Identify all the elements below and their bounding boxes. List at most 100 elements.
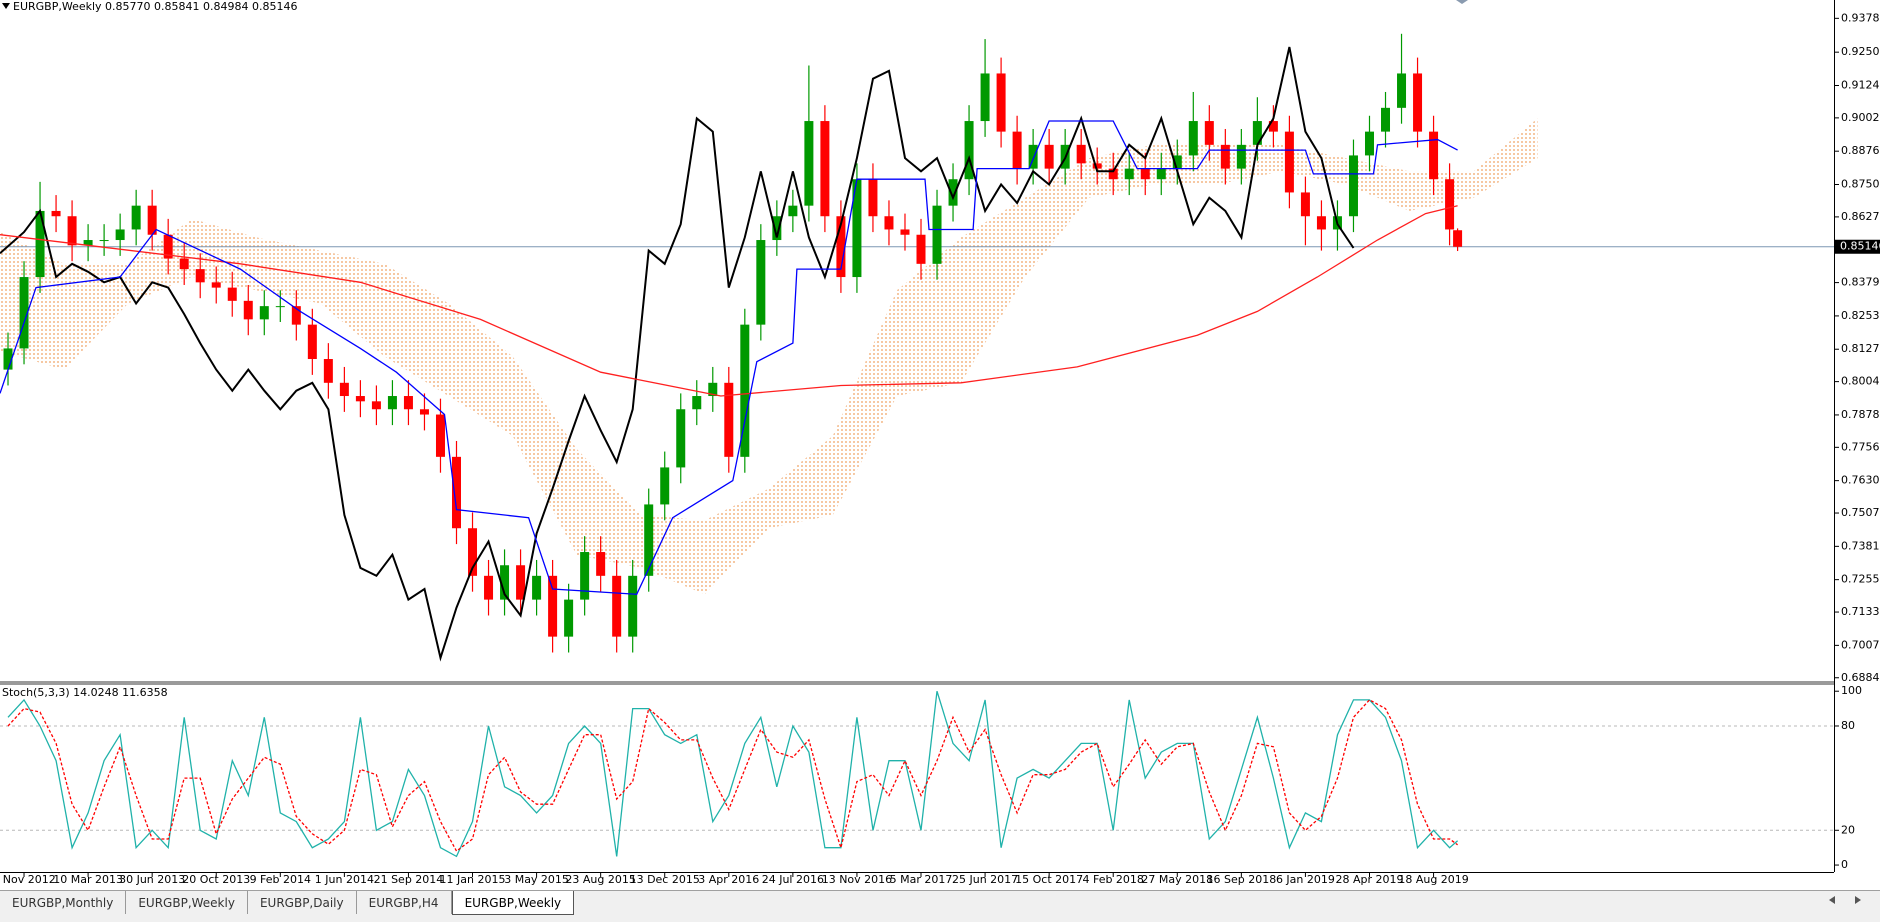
candle-body	[1220, 144, 1230, 169]
candle-body	[1316, 216, 1326, 230]
candle-body	[852, 179, 862, 278]
y-tick-label: 80	[1841, 719, 1855, 732]
candle-body	[339, 382, 349, 397]
candle-body	[403, 396, 413, 410]
candle-body	[419, 409, 429, 415]
candle-body	[1076, 144, 1086, 164]
candle-body	[1397, 73, 1407, 108]
candle-body	[548, 575, 558, 637]
tab[interactable]: EURGBP,Daily	[248, 891, 357, 914]
candle-body	[516, 565, 526, 600]
candle-body	[163, 234, 173, 259]
candle-body	[1348, 155, 1358, 217]
x-tick-label: 13 Dec 2015	[630, 873, 700, 886]
candle-body	[964, 121, 974, 180]
candle-body	[387, 396, 397, 410]
tab-bar: EURGBP,Monthly EURGBP,Weekly EURGBP,Daily E…	[0, 890, 1880, 922]
candle-body	[1108, 168, 1118, 180]
candle-body	[1172, 155, 1182, 169]
candle-body	[1044, 144, 1054, 169]
candle-body	[996, 73, 1006, 132]
main-panel	[0, 33, 1834, 662]
candle-body	[131, 205, 141, 230]
candle-body	[227, 287, 237, 301]
x-tick-label: 23 Aug 2015	[565, 873, 635, 886]
candle-body	[3, 348, 13, 370]
candle-body	[628, 575, 638, 637]
candle-body	[740, 324, 750, 457]
indicator-line	[0, 120, 1458, 595]
candle-body	[788, 205, 798, 217]
scroll-right[interactable]	[1854, 895, 1862, 905]
candle-body	[756, 240, 766, 325]
candle-body	[564, 599, 574, 637]
x-tick-label: 25 Jun 2017	[952, 873, 1018, 886]
candle-body	[836, 216, 846, 278]
candle-body	[243, 300, 253, 320]
main-title: EURGBP,Weekly 0.85770 0.85841 0.84984 0.…	[13, 0, 298, 13]
chart: EURGBP,Weekly 0.85770 0.85841 0.84984 0.…	[0, 0, 1880, 886]
tab[interactable]: EURGBP,Weekly	[451, 891, 575, 915]
x-tick-label: 3 May 2015	[504, 873, 569, 886]
candle-body	[1028, 144, 1038, 169]
candle-body	[1445, 179, 1455, 230]
candle-body	[724, 382, 734, 457]
candle-body	[580, 552, 590, 600]
y-tick-label: 0.78785	[1841, 408, 1880, 421]
candle-body	[1284, 131, 1294, 193]
candle-body	[307, 324, 317, 360]
marker	[1456, 0, 1468, 4]
candle-body	[99, 240, 109, 242]
candle-body	[1092, 163, 1102, 169]
candle-body	[1429, 131, 1439, 180]
candle-body	[484, 575, 494, 600]
candle-body	[900, 229, 910, 235]
candle-body	[772, 216, 782, 241]
candle-body	[147, 205, 157, 235]
candle-body	[51, 210, 61, 217]
candle-body	[916, 234, 926, 264]
x-tick-label: 27 May 2018	[1141, 873, 1213, 886]
stoch-title: Stoch(5,3,3) 14.0248 11.6358	[2, 686, 168, 699]
candle-body	[1204, 121, 1214, 145]
candle-body	[371, 401, 381, 410]
candle-body	[820, 121, 830, 217]
x-tick-label: 6 Jan 2019	[1276, 873, 1335, 886]
candle-body	[1364, 131, 1374, 156]
y-tick-label: 0.72555	[1841, 573, 1880, 586]
y-tick-label: 0.73815	[1841, 539, 1880, 552]
x-tick-label: 1 Jun 2014	[315, 873, 374, 886]
candle-body	[259, 306, 269, 320]
candle-body	[211, 282, 221, 288]
tab[interactable]: EURGBP,Monthly	[0, 891, 127, 914]
candle-body	[1453, 230, 1463, 247]
candle-body	[1124, 168, 1134, 180]
candle-body	[692, 396, 702, 410]
scroll-left[interactable]	[1828, 895, 1836, 905]
candle-body	[179, 258, 189, 270]
tab[interactable]: EURGBP,H4	[357, 891, 452, 914]
candle-body	[195, 269, 205, 283]
candle-body	[596, 552, 606, 576]
candle-body	[19, 277, 29, 349]
price-badge	[1835, 239, 1880, 254]
candle-body	[1236, 144, 1246, 169]
y-tick-label: 0.68845	[1841, 671, 1880, 684]
candle-body	[1300, 192, 1310, 217]
panel-separator	[0, 681, 1834, 685]
candle-body	[884, 216, 894, 230]
x-tick-label: 10 Mar 2013	[53, 873, 123, 886]
candle-body	[660, 467, 670, 505]
tab[interactable]: EURGBP,Weekly	[126, 891, 248, 914]
y-tick-label: 0.93785	[1841, 11, 1880, 24]
x-tick-label: 8 Nov 2012	[0, 873, 56, 886]
stoch-line	[7, 699, 1458, 853]
candle-body	[1381, 107, 1391, 132]
candle-body	[1156, 168, 1166, 180]
